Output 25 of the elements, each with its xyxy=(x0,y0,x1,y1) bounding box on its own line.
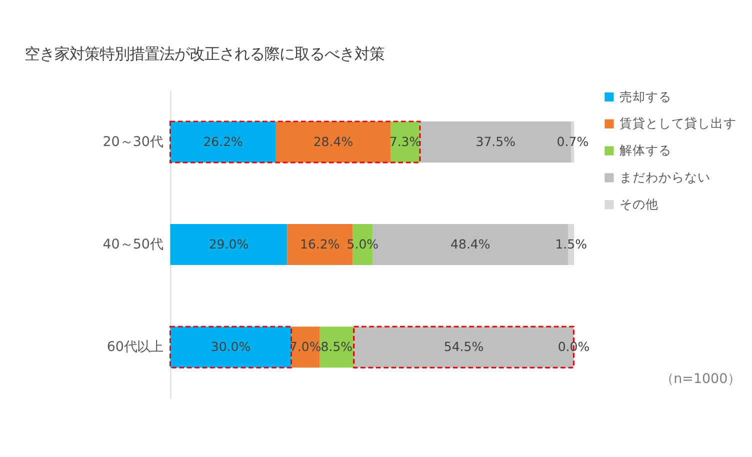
data-label: 1.5% xyxy=(555,236,588,252)
data-label: 26.2% xyxy=(203,134,244,149)
chart-title: 空き家対策特別措置法が改正される際に取るべき対策 xyxy=(24,44,384,63)
data-label: 28.4% xyxy=(313,134,354,149)
text: （n=1000） xyxy=(660,372,741,388)
bar xyxy=(170,224,288,266)
bar xyxy=(276,121,391,162)
data-label: 0.7% xyxy=(556,134,589,149)
y-tick-label: 40～50代 xyxy=(102,237,163,252)
legend-label: まだわからない xyxy=(619,170,710,185)
legend-label: その他 xyxy=(619,196,658,212)
data-label: 37.5% xyxy=(476,134,516,149)
data-label: 30.0% xyxy=(210,338,251,354)
data-label: 8.5% xyxy=(320,338,353,354)
bar xyxy=(170,121,276,162)
y-tick-label: 20～30代 xyxy=(102,134,163,150)
data-label: 54.5% xyxy=(444,338,484,354)
data-label: 16.2% xyxy=(300,236,340,252)
legend-label: 解体する xyxy=(619,142,672,158)
data-label: 48.4% xyxy=(450,236,490,252)
legend-label: 売却する xyxy=(619,88,672,104)
data-label: 29.0% xyxy=(208,236,249,252)
data-label: 0.0% xyxy=(558,338,590,354)
y-tick-label: 60代以上 xyxy=(106,340,163,355)
legend-label: 賃貸として貸し出す xyxy=(619,116,736,131)
